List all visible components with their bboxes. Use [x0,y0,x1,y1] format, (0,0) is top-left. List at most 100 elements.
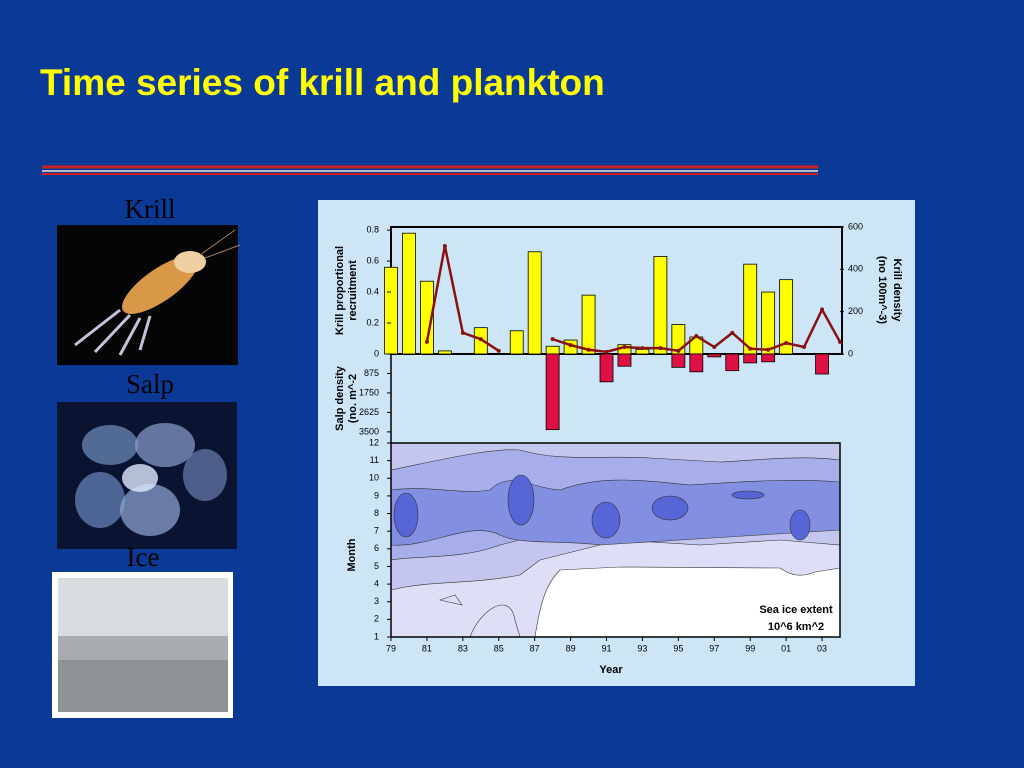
line-point [496,348,501,353]
bar [599,353,614,383]
contour-field [390,442,841,638]
tick-label: 95 [673,643,683,653]
line-point [622,345,627,350]
bar [437,350,452,355]
bar [815,353,829,375]
tick-label: 3500 [359,426,379,436]
tick-label: 97 [709,643,719,653]
tick-label: 1750 [359,387,379,397]
tick-label: 01 [781,643,791,653]
tick-label: 3 [374,596,379,606]
line-point [658,346,663,351]
tick-label: 8 [374,508,379,518]
line-point [730,330,735,335]
axis-label: (no 100m^-3) [876,256,888,324]
photo-label: Ice [127,542,160,572]
line-point [568,343,573,348]
tick-label: 2 [374,614,379,624]
bar [743,353,758,364]
line-point [550,337,555,342]
axis-label: Krill density [891,259,903,323]
tick-label: 83 [458,643,468,653]
tick-label: 79 [386,643,396,653]
line-point [748,346,753,351]
salp-photo [57,402,237,549]
photo-label: Salp [126,369,174,399]
axis-label: Salp density [334,365,346,431]
line-point [478,337,483,342]
tick-label: 11 [370,455,379,465]
tick-label: 0 [848,348,853,358]
tick-label: 200 [848,306,863,316]
tick-label: 89 [566,643,576,653]
bar [581,294,596,355]
axis-label: (no. m^-2 [347,374,359,423]
tick-label: 875 [364,368,379,378]
tick-label: 0 [374,348,379,358]
tick-label: 10 [369,473,379,483]
line-point [676,348,681,353]
bar [725,353,740,372]
annotation: Sea ice extent [759,604,833,616]
line-point [784,340,789,345]
line-point [766,347,771,352]
tick-label: 7 [374,526,379,536]
tick-label: 85 [494,643,504,653]
tick-label: 0.2 [366,317,379,327]
tick-label: 6 [374,543,379,553]
line-point [640,346,645,351]
line-point [694,334,699,339]
bar [420,280,434,355]
bar [545,353,560,431]
bar [779,279,794,355]
krill-photo [57,225,241,365]
bar [707,353,722,358]
line-point [424,339,429,344]
bar [653,256,668,355]
contour-frame [390,442,841,638]
tick-label: 5 [374,561,379,571]
tick-label: 400 [848,264,863,274]
tick-label: 1 [374,631,379,641]
bar [527,251,542,355]
axis-label: Krill proportional [334,246,346,335]
axis-label: recruitment [347,260,359,321]
tick-label: 03 [817,643,827,653]
bar [545,345,560,355]
line-point [838,339,842,344]
tick-label: 87 [530,643,540,653]
tick-label: 12 [369,437,379,447]
line-point [586,347,591,352]
tick-label: 0.6 [366,255,379,265]
line-point [442,244,447,249]
bar [689,353,704,373]
bar [671,353,686,368]
tick-label: 4 [374,578,379,588]
line-point [460,330,465,335]
bar [761,353,776,363]
line-point [604,349,609,354]
axis-label: Month [346,538,358,571]
photo-label: Krill [125,194,176,224]
tick-label: 0.8 [366,224,379,234]
bar [617,353,632,367]
line-point [802,345,807,350]
bar [509,330,524,355]
bar [743,263,758,355]
tick-label: 0.4 [366,286,379,296]
tick-label: 93 [637,643,647,653]
slide-title: Time series of krill and plankton [40,62,605,103]
tick-label: 2625 [359,407,379,417]
bar [761,291,776,355]
tick-label: 91 [602,643,612,653]
line-point [820,307,825,312]
bar [402,232,416,355]
axis-label: Year [599,664,623,676]
ice-photo [52,572,233,718]
tick-label: 81 [422,643,432,653]
bar [384,266,398,355]
tick-label: 99 [745,643,755,653]
annotation: 10^6 km^2 [768,621,824,633]
